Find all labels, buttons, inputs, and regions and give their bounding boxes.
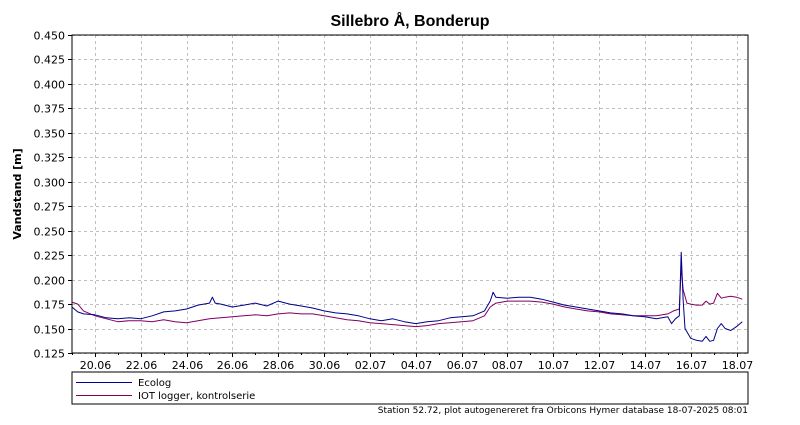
ytick-label: 0.425 [34, 54, 66, 67]
ytick-label: 0.275 [34, 201, 66, 214]
y-axis-ticks: 0.125 0.150 0.175 0.200 0.225 0.250 0.275 0.300… [34, 30, 72, 361]
ytick-label: 0.150 [34, 324, 66, 337]
legend-box [71, 371, 749, 405]
ytick-label: 0.350 [34, 128, 66, 141]
xtick-label: 22.06 [126, 359, 158, 372]
ytick-label: 0.375 [34, 103, 66, 116]
y-axis-label: Vandstand [m] [11, 148, 24, 239]
ytick-label: 0.225 [34, 250, 66, 263]
xtick-label: 16.07 [676, 359, 708, 372]
ytick-label: 0.175 [34, 299, 66, 312]
ytick-label: 0.125 [34, 348, 66, 361]
legend: Ecolog IOT logger, kontrolserie [71, 371, 749, 405]
xtick-label: 02.07 [355, 359, 387, 372]
xtick-label: 28.06 [263, 359, 295, 372]
ytick-label: 0.300 [34, 177, 66, 190]
legend-label-iot-logger: IOT logger, kontrolserie [138, 391, 255, 402]
plot-frame [71, 34, 749, 354]
xtick-label: 12.07 [584, 359, 616, 372]
ytick-label: 0.250 [34, 226, 66, 239]
xtick-label: 08.07 [492, 359, 524, 372]
xtick-label: 04.07 [401, 359, 433, 372]
series-layer [71, 251, 743, 342]
xtick-label: 06.07 [447, 359, 479, 372]
legend-label-ecolog: Ecolog [138, 378, 171, 389]
chart-title: Sillebro Å, Bonderup [330, 11, 489, 30]
series-line-iot-logger-kontrolserie [71, 266, 743, 328]
xtick-label: 24.06 [172, 359, 204, 372]
xtick-label: 14.07 [630, 359, 662, 372]
ytick-label: 0.200 [34, 275, 66, 288]
xtick-label: 10.07 [538, 359, 570, 372]
x-axis-ticks: 20.06 22.06 24.06 26.06 28.06 30.06 02.07 04.07… [72, 353, 754, 372]
series-line-ecolog [71, 251, 743, 342]
grid [72, 35, 748, 354]
footer-note: Station 52.72, plot autogenereret fra Or… [378, 406, 748, 416]
xtick-label: 26.06 [217, 359, 249, 372]
ytick-label: 0.400 [34, 79, 66, 92]
ytick-label: 0.325 [34, 152, 66, 165]
xtick-label: 20.06 [80, 359, 112, 372]
xtick-label: 30.06 [309, 359, 341, 372]
xtick-label: 18.07 [722, 359, 754, 372]
ytick-label: 0.450 [34, 30, 66, 43]
